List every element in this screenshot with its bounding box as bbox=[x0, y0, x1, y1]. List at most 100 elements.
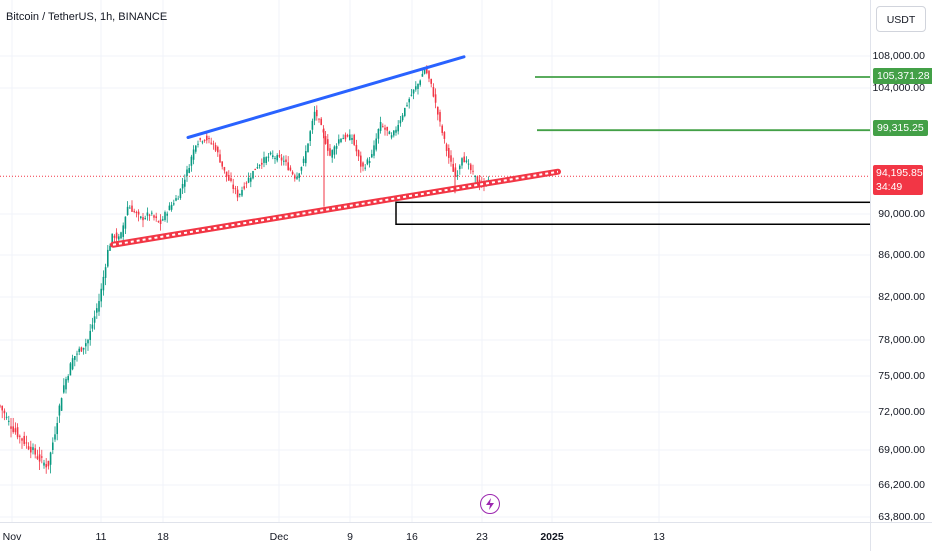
time-tick: Dec bbox=[269, 531, 289, 543]
candle-body bbox=[87, 339, 89, 344]
candle-body bbox=[313, 111, 316, 121]
chart-area[interactable]: Bitcoin / TetherUS, 1h, BINANCE bbox=[0, 0, 870, 522]
candle-body bbox=[113, 235, 116, 238]
candle-body bbox=[331, 150, 333, 158]
candle-body bbox=[327, 139, 329, 151]
axis-settings-corner[interactable] bbox=[870, 522, 932, 551]
candle-body bbox=[353, 134, 355, 145]
candle-body bbox=[342, 138, 344, 140]
candle-body bbox=[291, 171, 294, 175]
candle-body bbox=[162, 219, 164, 221]
candle-body bbox=[30, 446, 32, 453]
candle-body bbox=[170, 204, 173, 210]
price-tick: 82,000.00 bbox=[878, 291, 925, 303]
candle-body bbox=[404, 107, 406, 116]
candle-body bbox=[368, 161, 371, 163]
time-axis[interactable]: Nov 11 18 Dec 9 16 23 2025 13 bbox=[0, 522, 870, 551]
candle-body bbox=[307, 143, 309, 153]
candle-body bbox=[159, 219, 162, 224]
current-price-value: 94,195.85 bbox=[876, 167, 923, 179]
candle-body bbox=[428, 70, 430, 79]
candle-body bbox=[280, 157, 283, 161]
candle-body bbox=[109, 245, 111, 251]
price-axis[interactable]: 108,000.00 104,000.00 90,000.00 86,000.0… bbox=[870, 0, 932, 523]
price-chart[interactable] bbox=[0, 0, 870, 522]
candle-body bbox=[239, 193, 241, 195]
candle-body bbox=[412, 89, 415, 94]
candle-body bbox=[181, 184, 184, 189]
candle-body bbox=[54, 434, 56, 440]
candle-body bbox=[71, 358, 74, 370]
candle-body bbox=[203, 139, 206, 141]
candle-body bbox=[467, 163, 470, 165]
candle-body bbox=[426, 68, 428, 74]
candle-body bbox=[1, 405, 3, 411]
candle-body bbox=[357, 150, 360, 157]
candle-body bbox=[188, 167, 190, 173]
candle-body bbox=[474, 175, 476, 178]
candle-body bbox=[410, 94, 413, 96]
candle-body bbox=[364, 167, 366, 169]
candle-body bbox=[316, 109, 318, 117]
time-tick-year: 2025 bbox=[540, 531, 564, 543]
candle-body bbox=[360, 155, 362, 167]
candle-body bbox=[463, 156, 465, 163]
candle-body bbox=[21, 438, 23, 441]
candle-body bbox=[322, 129, 325, 133]
candle-body bbox=[461, 158, 463, 166]
candle-body bbox=[120, 232, 122, 239]
candle-body bbox=[118, 236, 120, 240]
price-tick: 66,200.00 bbox=[878, 479, 925, 491]
candle-body bbox=[122, 225, 124, 237]
candle-body bbox=[256, 167, 259, 169]
candle-body bbox=[296, 176, 298, 179]
price-tick: 108,000.00 bbox=[872, 50, 925, 62]
candle-body bbox=[421, 73, 424, 77]
candle-body bbox=[371, 154, 373, 158]
candle-body bbox=[362, 162, 364, 167]
candle-body bbox=[476, 176, 479, 184]
candle-body bbox=[212, 143, 215, 145]
candle-body bbox=[155, 216, 157, 219]
candle-body bbox=[60, 398, 63, 411]
candle-body bbox=[179, 188, 182, 198]
candle-body bbox=[67, 376, 69, 381]
candle-body bbox=[32, 447, 34, 451]
candle-body bbox=[89, 330, 91, 341]
currency-selector[interactable]: USDT bbox=[876, 6, 926, 32]
lightning-icon[interactable] bbox=[480, 494, 500, 514]
candle-body bbox=[3, 410, 6, 414]
candle-body bbox=[415, 86, 417, 90]
candle-body bbox=[276, 155, 278, 161]
candle-body bbox=[382, 126, 384, 128]
candle-body bbox=[434, 94, 437, 103]
price-tick: 104,000.00 bbox=[872, 82, 925, 94]
candle-body bbox=[8, 420, 10, 422]
lower-target-price-label: 99,315.25 bbox=[873, 120, 928, 136]
candle-body bbox=[146, 212, 149, 216]
candle-body bbox=[195, 145, 197, 152]
candle-body bbox=[228, 175, 230, 181]
candle-body bbox=[285, 159, 287, 163]
candle-body bbox=[272, 155, 274, 157]
candle-body bbox=[115, 232, 118, 239]
candle-body bbox=[219, 154, 221, 163]
candle-body bbox=[419, 80, 421, 85]
price-tick: 63,800.00 bbox=[878, 511, 925, 523]
candle-body bbox=[14, 428, 17, 433]
candle-body bbox=[131, 205, 133, 212]
candle-body bbox=[10, 426, 12, 429]
candle-body bbox=[456, 175, 459, 177]
candle-body bbox=[78, 348, 80, 353]
candle-body bbox=[34, 448, 36, 455]
candle-body bbox=[408, 98, 410, 103]
candle-body bbox=[459, 165, 461, 170]
candle-body bbox=[324, 136, 327, 144]
candle-body bbox=[294, 175, 296, 179]
candle-body bbox=[384, 127, 386, 130]
candle-body bbox=[69, 363, 72, 376]
time-tick: 23 bbox=[476, 531, 488, 543]
candle-body bbox=[129, 207, 131, 209]
candle-body bbox=[184, 179, 186, 187]
candle-body bbox=[393, 130, 395, 136]
